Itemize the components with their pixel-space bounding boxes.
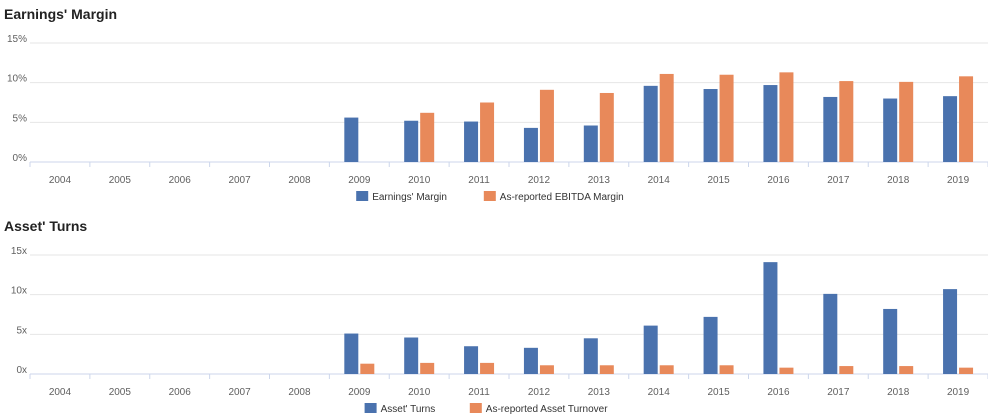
bar-series-a[interactable] xyxy=(703,316,718,374)
x-tick-label: 2008 xyxy=(288,387,311,398)
chart-title: Asset' Turns xyxy=(4,218,88,234)
legend-label[interactable]: As-reported Asset Turnover xyxy=(486,404,608,415)
bar-series-b[interactable] xyxy=(480,362,495,374)
x-tick-label: 2010 xyxy=(408,387,431,398)
y-tick-label: 10% xyxy=(7,74,27,85)
bar-series-a[interactable] xyxy=(643,85,658,162)
x-tick-label: 2014 xyxy=(648,175,671,186)
x-tick-label: 2005 xyxy=(109,387,132,398)
x-tick-label: 2006 xyxy=(169,387,192,398)
x-tick-label: 2019 xyxy=(947,387,970,398)
y-tick-label: 5x xyxy=(16,325,27,336)
legend-swatch xyxy=(356,191,369,201)
bar-series-b[interactable] xyxy=(360,363,375,374)
x-tick-label: 2016 xyxy=(767,387,790,398)
x-tick-label: 2004 xyxy=(49,387,72,398)
y-tick-label: 5% xyxy=(13,113,28,124)
bar-series-b[interactable] xyxy=(599,92,614,162)
bar-series-a[interactable] xyxy=(583,125,598,162)
bar-series-a[interactable] xyxy=(943,289,958,374)
bar-series-a[interactable] xyxy=(344,333,359,374)
bar-series-b[interactable] xyxy=(899,366,914,374)
bar-series-b[interactable] xyxy=(899,81,914,162)
bar-series-b[interactable] xyxy=(719,74,734,162)
x-tick-label: 2008 xyxy=(288,175,311,186)
x-tick-label: 2011 xyxy=(468,387,490,398)
x-tick-label: 2012 xyxy=(528,175,551,186)
bar-series-a[interactable] xyxy=(643,325,658,374)
bar-series-a[interactable] xyxy=(523,347,538,374)
bar-series-a[interactable] xyxy=(404,120,419,162)
bar-series-b[interactable] xyxy=(539,89,554,162)
bar-series-a[interactable] xyxy=(883,98,898,162)
x-tick-label: 2009 xyxy=(348,387,371,398)
chart-title: Earnings' Margin xyxy=(4,6,118,22)
y-tick-label: 0% xyxy=(13,153,28,164)
bar-series-b[interactable] xyxy=(659,73,674,162)
x-tick-label: 2015 xyxy=(707,175,730,186)
legend-swatch xyxy=(364,403,377,413)
legend-swatch xyxy=(469,403,482,413)
bar-series-a[interactable] xyxy=(823,96,838,162)
x-tick-label: 2015 xyxy=(707,387,730,398)
x-tick-label: 2018 xyxy=(887,387,910,398)
bar-series-b[interactable] xyxy=(779,72,794,162)
bar-series-b[interactable] xyxy=(719,365,734,374)
x-tick-label: 2018 xyxy=(887,175,910,186)
bar-series-a[interactable] xyxy=(763,85,778,162)
bar-series-a[interactable] xyxy=(523,127,538,162)
bar-series-b[interactable] xyxy=(539,365,554,374)
bar-series-b[interactable] xyxy=(959,76,974,162)
x-tick-label: 2011 xyxy=(468,175,490,186)
bar-series-b[interactable] xyxy=(959,367,974,374)
bar-series-b[interactable] xyxy=(420,362,435,374)
x-tick-label: 2017 xyxy=(827,387,850,398)
x-tick-label: 2005 xyxy=(109,175,132,186)
bar-series-b[interactable] xyxy=(599,365,614,374)
x-tick-label: 2004 xyxy=(49,175,72,186)
asset-turns-chart: Asset' Turns 0x 5x 10x 15x 2004 2005 2006 2007 2… xyxy=(0,212,988,420)
asset-turns-plot: 0x 5x 10x 15x 2004 2005 2006 2007 2008 2009 2010 20… xyxy=(11,246,988,415)
x-tick-label: 2012 xyxy=(528,387,551,398)
x-tick-label: 2013 xyxy=(588,175,611,186)
x-tick-label: 2017 xyxy=(827,175,850,186)
bar-series-a[interactable] xyxy=(464,346,479,374)
y-tick-label: 10x xyxy=(11,286,27,297)
legend-swatch xyxy=(483,191,496,201)
bar-series-a[interactable] xyxy=(583,338,598,374)
bar-series-a[interactable] xyxy=(703,89,718,162)
bar-series-b[interactable] xyxy=(779,367,794,374)
legend-label[interactable]: As-reported EBITDA Margin xyxy=(500,192,624,203)
x-tick-label: 2016 xyxy=(767,175,790,186)
y-tick-label: 0x xyxy=(16,365,27,376)
x-tick-label: 2010 xyxy=(408,175,431,186)
bar-series-b[interactable] xyxy=(659,365,674,374)
bar-series-a[interactable] xyxy=(404,337,419,374)
earnings-margin-chart: Earnings' Margin 0% 5% 10% 15% 2004 2005 2006 2… xyxy=(4,6,988,203)
bar-series-b[interactable] xyxy=(839,366,854,374)
legend-label[interactable]: Earnings' Margin xyxy=(372,192,447,203)
bar-series-b[interactable] xyxy=(480,102,495,163)
bar-series-a[interactable] xyxy=(883,308,898,374)
x-tick-label: 2009 xyxy=(348,175,371,186)
x-tick-label: 2006 xyxy=(169,175,192,186)
x-tick-label: 2007 xyxy=(228,175,251,186)
x-tick-label: 2019 xyxy=(947,175,970,186)
bar-series-a[interactable] xyxy=(823,293,838,374)
bar-series-a[interactable] xyxy=(943,96,958,162)
bar-series-a[interactable] xyxy=(344,117,359,162)
bar-series-a[interactable] xyxy=(464,121,479,162)
bar-series-a[interactable] xyxy=(763,262,778,374)
earnings-margin-plot: 0% 5% 10% 15% 2004 2005 2006 2007 2008 2009 2010 20… xyxy=(7,34,988,203)
y-tick-label: 15% xyxy=(7,34,27,45)
legend-label[interactable]: Asset' Turns xyxy=(381,404,436,415)
x-tick-label: 2014 xyxy=(648,387,671,398)
x-tick-label: 2013 xyxy=(588,387,611,398)
x-tick-label: 2007 xyxy=(228,387,251,398)
y-tick-label: 15x xyxy=(11,246,27,257)
bar-series-b[interactable] xyxy=(839,81,854,162)
bar-series-b[interactable] xyxy=(420,112,435,162)
